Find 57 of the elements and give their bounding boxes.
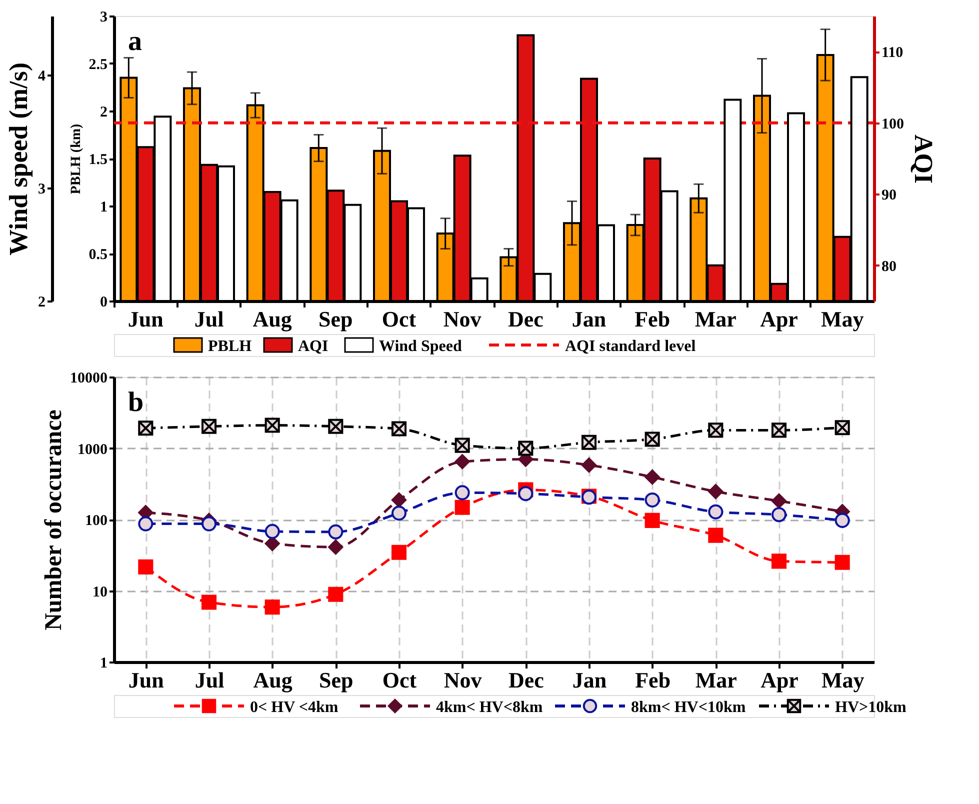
legend-label: 4km< HV<8km (436, 699, 544, 716)
y-tick-label: 100 (85, 513, 108, 529)
y-tick-label: 2 (100, 104, 108, 120)
y-axis-title: Number of occurance (41, 409, 67, 630)
y-tick-label: 0 (100, 294, 108, 310)
y3-axis-title: Wind speed (m/s) (4, 62, 33, 256)
y-tick-label: 1000 (78, 442, 108, 458)
x-tick-label: Apr (760, 306, 798, 332)
x-tick-label: Mar (694, 306, 737, 332)
y-tick-label: 1 (100, 656, 108, 672)
x-tick-label: Apr (760, 668, 799, 692)
legend-label: HV>10km (835, 699, 908, 716)
y2-axis-title: AQI (909, 134, 938, 184)
legend-label: AQI (298, 338, 328, 355)
y-tick-label: 10 (92, 584, 108, 600)
y3-tick-label: 3 (38, 181, 46, 198)
x-tick-label: Jan (572, 306, 606, 332)
chart-title: a (128, 26, 142, 57)
y-tick-label: 10000 (70, 370, 108, 386)
y2-tick-label: 100 (882, 116, 904, 132)
y-tick-label: 0.5 (88, 247, 108, 263)
x-tick-label: Jul (194, 668, 224, 692)
x-tick-label: Sep (318, 306, 353, 332)
legend-label: AQI standard level (565, 338, 696, 355)
legend-label: Wind Speed (379, 338, 462, 355)
y-tick-label: 1.5 (88, 152, 108, 168)
x-tick-label: Jan (572, 668, 607, 692)
x-tick-label: May (820, 306, 864, 332)
y3-tick-label: 2 (38, 294, 46, 310)
x-tick-label: Feb (635, 668, 671, 692)
x-tick-label: Aug (253, 668, 292, 692)
x-tick-label: Oct (382, 306, 417, 332)
x-tick-label: Feb (634, 306, 670, 332)
x-tick-label: Nov (444, 668, 482, 692)
x-tick-label: Nov (443, 306, 482, 332)
y-tick-label: 2.5 (88, 57, 108, 73)
y2-tick-label: 90 (882, 188, 896, 204)
x-tick-label: Aug (252, 306, 292, 332)
x-tick-label: Dec (508, 306, 544, 332)
legend-label: 8km< HV<10km (631, 699, 746, 716)
y3-tick-label: 4 (38, 68, 46, 84)
y-tick-label: 3 (100, 10, 108, 26)
y2-tick-label: 80 (882, 258, 896, 275)
x-tick-label: Mar (695, 668, 738, 692)
x-tick-label: May (821, 668, 864, 692)
chart-title: b (128, 387, 144, 418)
legend-label: PBLH (208, 338, 252, 355)
y2-tick-label: 110 (882, 45, 904, 62)
x-tick-label: Jun (128, 668, 164, 692)
y-tick-label: 1 (100, 200, 108, 216)
x-tick-label: Dec (508, 668, 544, 692)
x-tick-label: Sep (319, 668, 354, 692)
y-axis-title: PBLH (km) (68, 123, 84, 194)
x-tick-label: Jul (194, 306, 224, 332)
x-tick-label: Jun (128, 306, 164, 332)
legend-label: 0< HV <4km (250, 699, 339, 716)
x-tick-label: Oct (382, 668, 418, 692)
